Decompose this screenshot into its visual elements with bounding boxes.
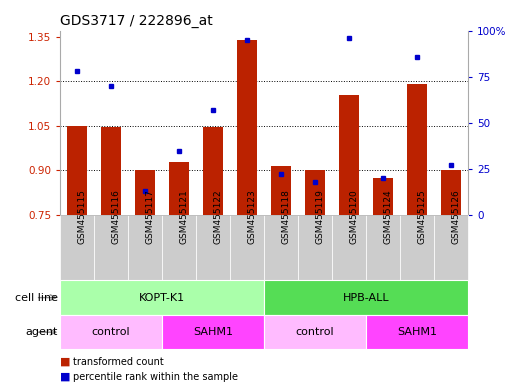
Bar (366, 315, 468, 349)
Bar (264, 280, 468, 315)
Text: GSM455126: GSM455126 (451, 190, 460, 244)
Bar (264, 315, 366, 349)
Bar (305, 170, 325, 215)
Text: GSM455123: GSM455123 (247, 190, 256, 244)
Text: GDS3717 / 222896_at: GDS3717 / 222896_at (60, 14, 213, 28)
Text: GSM455115: GSM455115 (77, 190, 86, 245)
Text: SAHM1: SAHM1 (397, 327, 437, 337)
Text: GSM455119: GSM455119 (315, 190, 324, 245)
Bar (407, 84, 427, 215)
Bar (230, 215, 264, 280)
Text: GSM455118: GSM455118 (281, 190, 290, 245)
Bar (94, 215, 128, 280)
Bar (60, 215, 94, 280)
Bar (237, 40, 257, 215)
Bar (298, 215, 332, 280)
Text: GSM455124: GSM455124 (383, 190, 392, 244)
Text: GSM455125: GSM455125 (417, 190, 426, 244)
Text: GSM455117: GSM455117 (145, 190, 154, 245)
Bar (441, 170, 461, 215)
Bar (264, 215, 298, 280)
Text: percentile rank within the sample: percentile rank within the sample (73, 372, 238, 382)
Bar (366, 215, 400, 280)
Bar (162, 315, 264, 349)
Text: SAHM1: SAHM1 (193, 327, 233, 337)
Bar (373, 178, 393, 215)
Text: transformed count: transformed count (73, 356, 164, 367)
Bar (101, 127, 121, 215)
Text: agent: agent (25, 327, 58, 337)
Text: GSM455122: GSM455122 (213, 190, 222, 244)
Text: KOPT-K1: KOPT-K1 (139, 293, 185, 303)
Bar (400, 215, 434, 280)
Text: ■: ■ (60, 372, 71, 382)
Bar (271, 166, 291, 215)
Text: GSM455121: GSM455121 (179, 190, 188, 244)
Text: control: control (92, 327, 130, 337)
Bar (196, 215, 230, 280)
Bar (434, 215, 468, 280)
Text: GSM455120: GSM455120 (349, 190, 358, 244)
Text: GSM455116: GSM455116 (111, 190, 120, 245)
Bar (60, 280, 264, 315)
Bar (135, 170, 155, 215)
Text: HPB-ALL: HPB-ALL (343, 293, 390, 303)
Text: control: control (296, 327, 334, 337)
Text: cell line: cell line (15, 293, 58, 303)
Bar (60, 315, 162, 349)
Bar (203, 127, 223, 215)
Bar (162, 215, 196, 280)
Bar (332, 215, 366, 280)
Bar (339, 94, 359, 215)
Bar (169, 162, 189, 215)
Text: ■: ■ (60, 356, 71, 367)
Bar (67, 126, 87, 215)
Bar (128, 215, 162, 280)
